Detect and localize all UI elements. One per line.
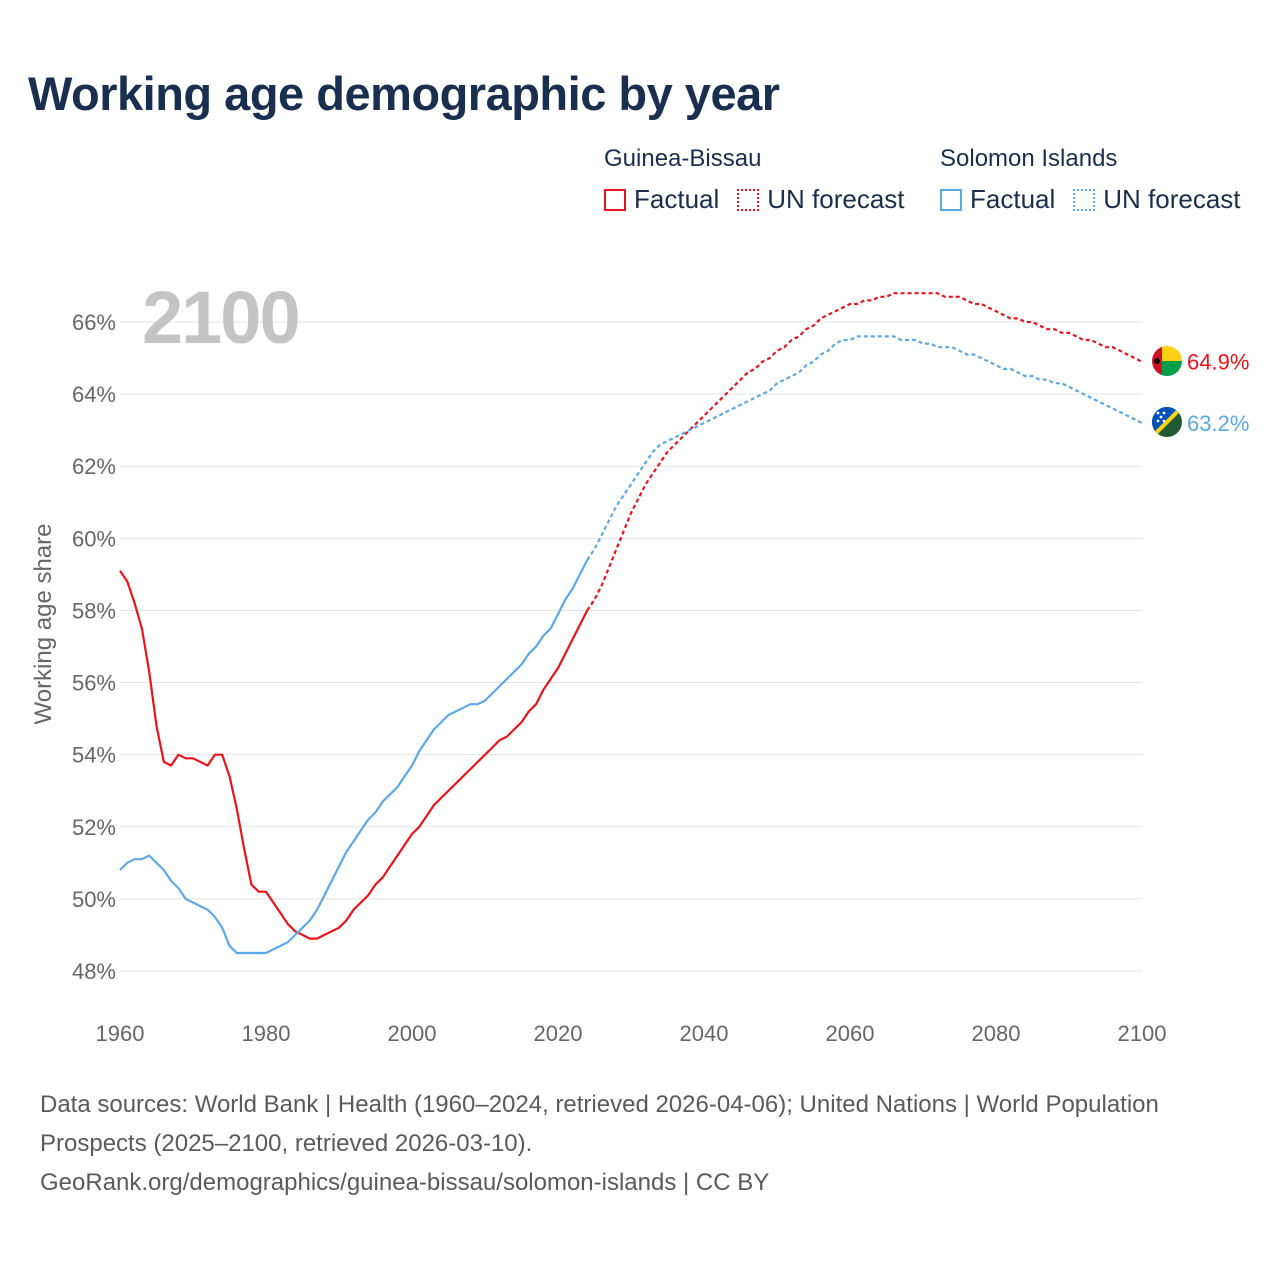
chart-title: Working age demographic by year [28,67,780,120]
y-tick-label: 56% [72,671,116,696]
x-tick-label: 2100 [1118,1021,1167,1046]
y-tick-label: 58% [72,598,116,623]
x-tick-label: 1960 [96,1021,145,1046]
legend-country-name: Solomon Islands [940,145,1118,172]
x-tick-label: 2080 [972,1021,1021,1046]
legend-label: UN forecast [1103,184,1241,214]
legend-item-factual[interactable]: Factual [604,184,719,215]
solomon-islands-flag-icon [1152,407,1182,437]
year-watermark: 2100 [142,276,299,359]
y-tick-label: 66% [72,310,116,335]
forecast-swatch-icon [737,188,760,211]
y-tick-label: 52% [72,815,116,840]
y-tick-label: 60% [72,526,116,551]
factual-swatch-icon [940,188,962,211]
data-sources: Data sources: World Bank | Health (1960–… [40,1091,1159,1157]
legend-item-factual[interactable]: Factual [940,184,1055,215]
y-axis-label: Working age share [30,524,57,725]
guinea-bissau-end-value: 64.9% [1187,350,1249,375]
line-chart: 48% 50% 52% 54% 56% 58% 60% 62% 64% 66% 1960 1980 20… [30,276,1249,1046]
legend-label: Factual [970,184,1056,214]
x-tick-label: 1980 [242,1021,291,1046]
factual-swatch-icon [604,188,626,211]
x-tick-label: 2040 [680,1021,729,1046]
guinea-bissau-flag-icon [1152,346,1182,376]
y-tick-label: 62% [72,454,116,479]
x-tick-label: 2060 [826,1021,875,1046]
solomon-islands-factual-line[interactable] [119,559,589,955]
guinea-bissau-forecast-line[interactable] [586,292,1143,612]
y-tick-label: 50% [72,887,116,912]
legend-country-name: Guinea-Bissau [604,145,762,172]
footer: Data sources: World Bank | Health (1960–… [40,1085,1200,1202]
legend-guinea-bissau: Guinea-Bissau Factual UN forecast [604,142,905,215]
legend-label: UN forecast [767,184,905,214]
attribution-link[interactable]: GeoRank.org/demographics/guinea-bissau/s… [40,1169,770,1196]
solomon-islands-forecast-line[interactable] [586,335,1143,561]
y-tick-label: 54% [72,743,116,768]
legend-label: Factual [634,184,720,214]
guinea-bissau-factual-line[interactable] [119,570,589,940]
solomon-islands-end-value: 63.2% [1187,411,1249,436]
y-tick-label: 64% [72,382,116,407]
legend-item-forecast[interactable]: UN forecast [737,184,905,215]
legend-solomon-islands: Solomon Islands Factual UN forecast [940,142,1241,215]
y-tick-label: 48% [72,959,116,984]
legend-item-forecast[interactable]: UN forecast [1073,184,1241,215]
forecast-swatch-icon [1073,188,1096,211]
x-tick-label: 2020 [534,1021,583,1046]
x-tick-label: 2000 [388,1021,437,1046]
